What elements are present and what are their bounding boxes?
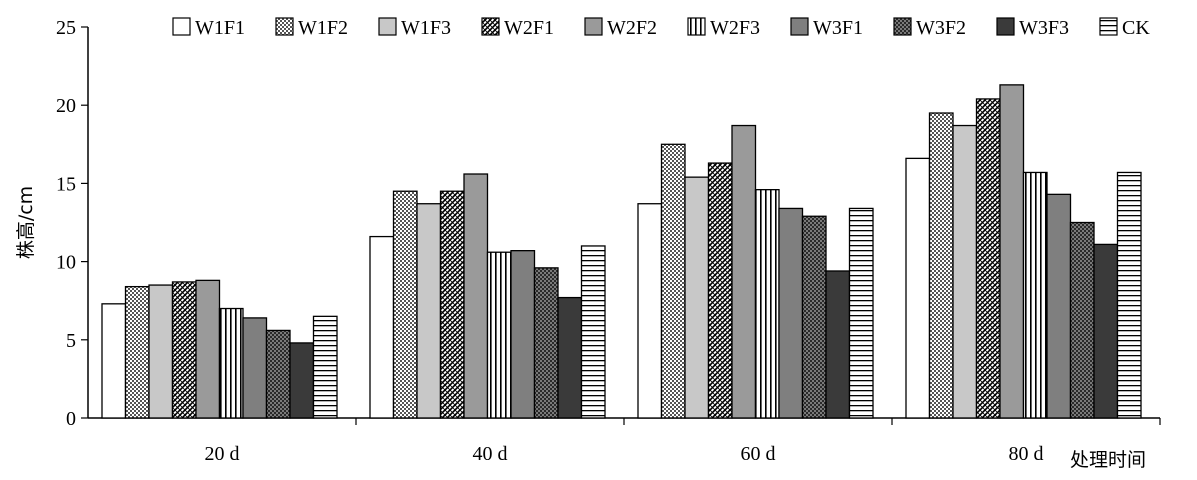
bar-w1f3-20-d (148, 284, 174, 419)
legend-swatch (790, 17, 809, 36)
legend-swatch (378, 17, 397, 36)
bar-w3f3-80-d (1093, 243, 1119, 419)
bar-w1f1-20-d (101, 303, 127, 419)
legend-item-w2f3: W2F3 (687, 17, 760, 39)
bar-w1f1-60-d (637, 203, 663, 419)
bar-w2f3-60-d (754, 189, 780, 419)
bar-w3f2-40-d (533, 267, 559, 419)
bar-w2f3-80-d (1022, 171, 1048, 419)
legend-label: W3F3 (1019, 17, 1069, 39)
y-tick-label: 25 (56, 17, 76, 39)
legend-label: W1F3 (401, 17, 451, 39)
y-tick-label: 0 (66, 408, 76, 430)
bar-w2f1-60-d (707, 162, 733, 419)
legend-swatch (996, 17, 1015, 36)
y-tick-label: 15 (56, 173, 76, 195)
legend-swatch (584, 17, 603, 36)
y-tick-label: 10 (56, 252, 76, 274)
bar-w1f3-40-d (416, 203, 442, 419)
bar-w3f2-60-d (801, 215, 827, 419)
legend-label: W1F1 (195, 17, 245, 39)
legend-item-w3f2: W3F2 (893, 17, 966, 39)
axis-labels: 株高/cm 处理时间 (15, 186, 1146, 471)
bar-w2f2-40-d (463, 173, 489, 419)
legend-item-w3f1: W3F1 (790, 17, 863, 39)
bar-w1f1-80-d (905, 157, 931, 419)
bar-w2f1-20-d (171, 281, 197, 419)
y-axis-title: 株高/cm (15, 186, 37, 259)
y-tick-label: 5 (66, 330, 76, 352)
legend-swatch (275, 17, 294, 36)
bar-ck-20-d (312, 315, 338, 419)
legend-label: W3F1 (813, 17, 863, 39)
legend-item-w1f3: W1F3 (378, 17, 451, 39)
bar-w3f2-80-d (1069, 221, 1095, 419)
legend-swatch (172, 17, 191, 36)
legend-swatch (481, 17, 500, 36)
bar-w3f2-20-d (265, 329, 291, 419)
bar-w2f1-40-d (439, 190, 465, 419)
bar-w2f3-40-d (486, 251, 512, 419)
legend-label: W1F2 (298, 17, 348, 39)
x-tick-label: 60 d (741, 443, 776, 465)
bar-w3f3-20-d (289, 342, 315, 419)
x-axis-title: 处理时间 (1070, 449, 1146, 471)
legend-label: W2F3 (710, 17, 760, 39)
bar-w2f1-80-d (975, 98, 1001, 419)
bar-w3f1-80-d (1046, 193, 1072, 419)
bar-w1f3-80-d (952, 124, 978, 419)
y-tick-label: 20 (56, 95, 76, 117)
bar-ck-40-d (580, 245, 606, 419)
bar-ck-80-d (1116, 171, 1142, 419)
legend: W1F1 W1F2 W1F3 W2F1 W2F2 W2F3 W3F1 W3F2 W3F3 CK (172, 17, 1150, 39)
x-tick-label: 40 d (473, 443, 508, 465)
x-tick-label: 20 d (205, 443, 240, 465)
legend-item-w1f1: W1F1 (172, 17, 245, 39)
bars (101, 84, 1142, 419)
legend-label: W2F2 (607, 17, 657, 39)
bar-w1f2-40-d (392, 190, 418, 419)
bar-w1f2-60-d (660, 143, 686, 419)
bar-w1f2-80-d (928, 112, 954, 419)
bar-w2f2-20-d (195, 279, 221, 419)
legend-item-w2f1: W2F1 (481, 17, 554, 39)
legend-item-w2f2: W2F2 (584, 17, 657, 39)
legend-label: W3F2 (916, 17, 966, 39)
bar-w3f1-40-d (510, 250, 536, 419)
bar-w2f3-20-d (218, 307, 244, 419)
bar-w3f3-40-d (557, 296, 583, 419)
x-tick-label: 80 d (1009, 443, 1044, 465)
bar-w3f1-60-d (778, 207, 804, 419)
legend-label: CK (1122, 17, 1150, 39)
legend-label: W2F1 (504, 17, 554, 39)
legend-swatch (687, 17, 706, 36)
legend-item-ck: CK (1099, 17, 1150, 39)
bar-w1f2-20-d (124, 285, 150, 419)
bar-w2f2-80-d (999, 84, 1025, 419)
bar-w1f1-40-d (369, 235, 395, 419)
legend-swatch (893, 17, 912, 36)
legend-item-w1f2: W1F2 (275, 17, 348, 39)
bar-w2f2-60-d (731, 124, 757, 419)
legend-swatch (1099, 17, 1118, 36)
bar-w3f3-60-d (825, 270, 851, 419)
bar-w1f3-60-d (684, 176, 710, 419)
bar-w3f1-20-d (242, 317, 268, 419)
bar-ck-60-d (848, 207, 874, 419)
legend-item-w3f3: W3F3 (996, 17, 1069, 39)
